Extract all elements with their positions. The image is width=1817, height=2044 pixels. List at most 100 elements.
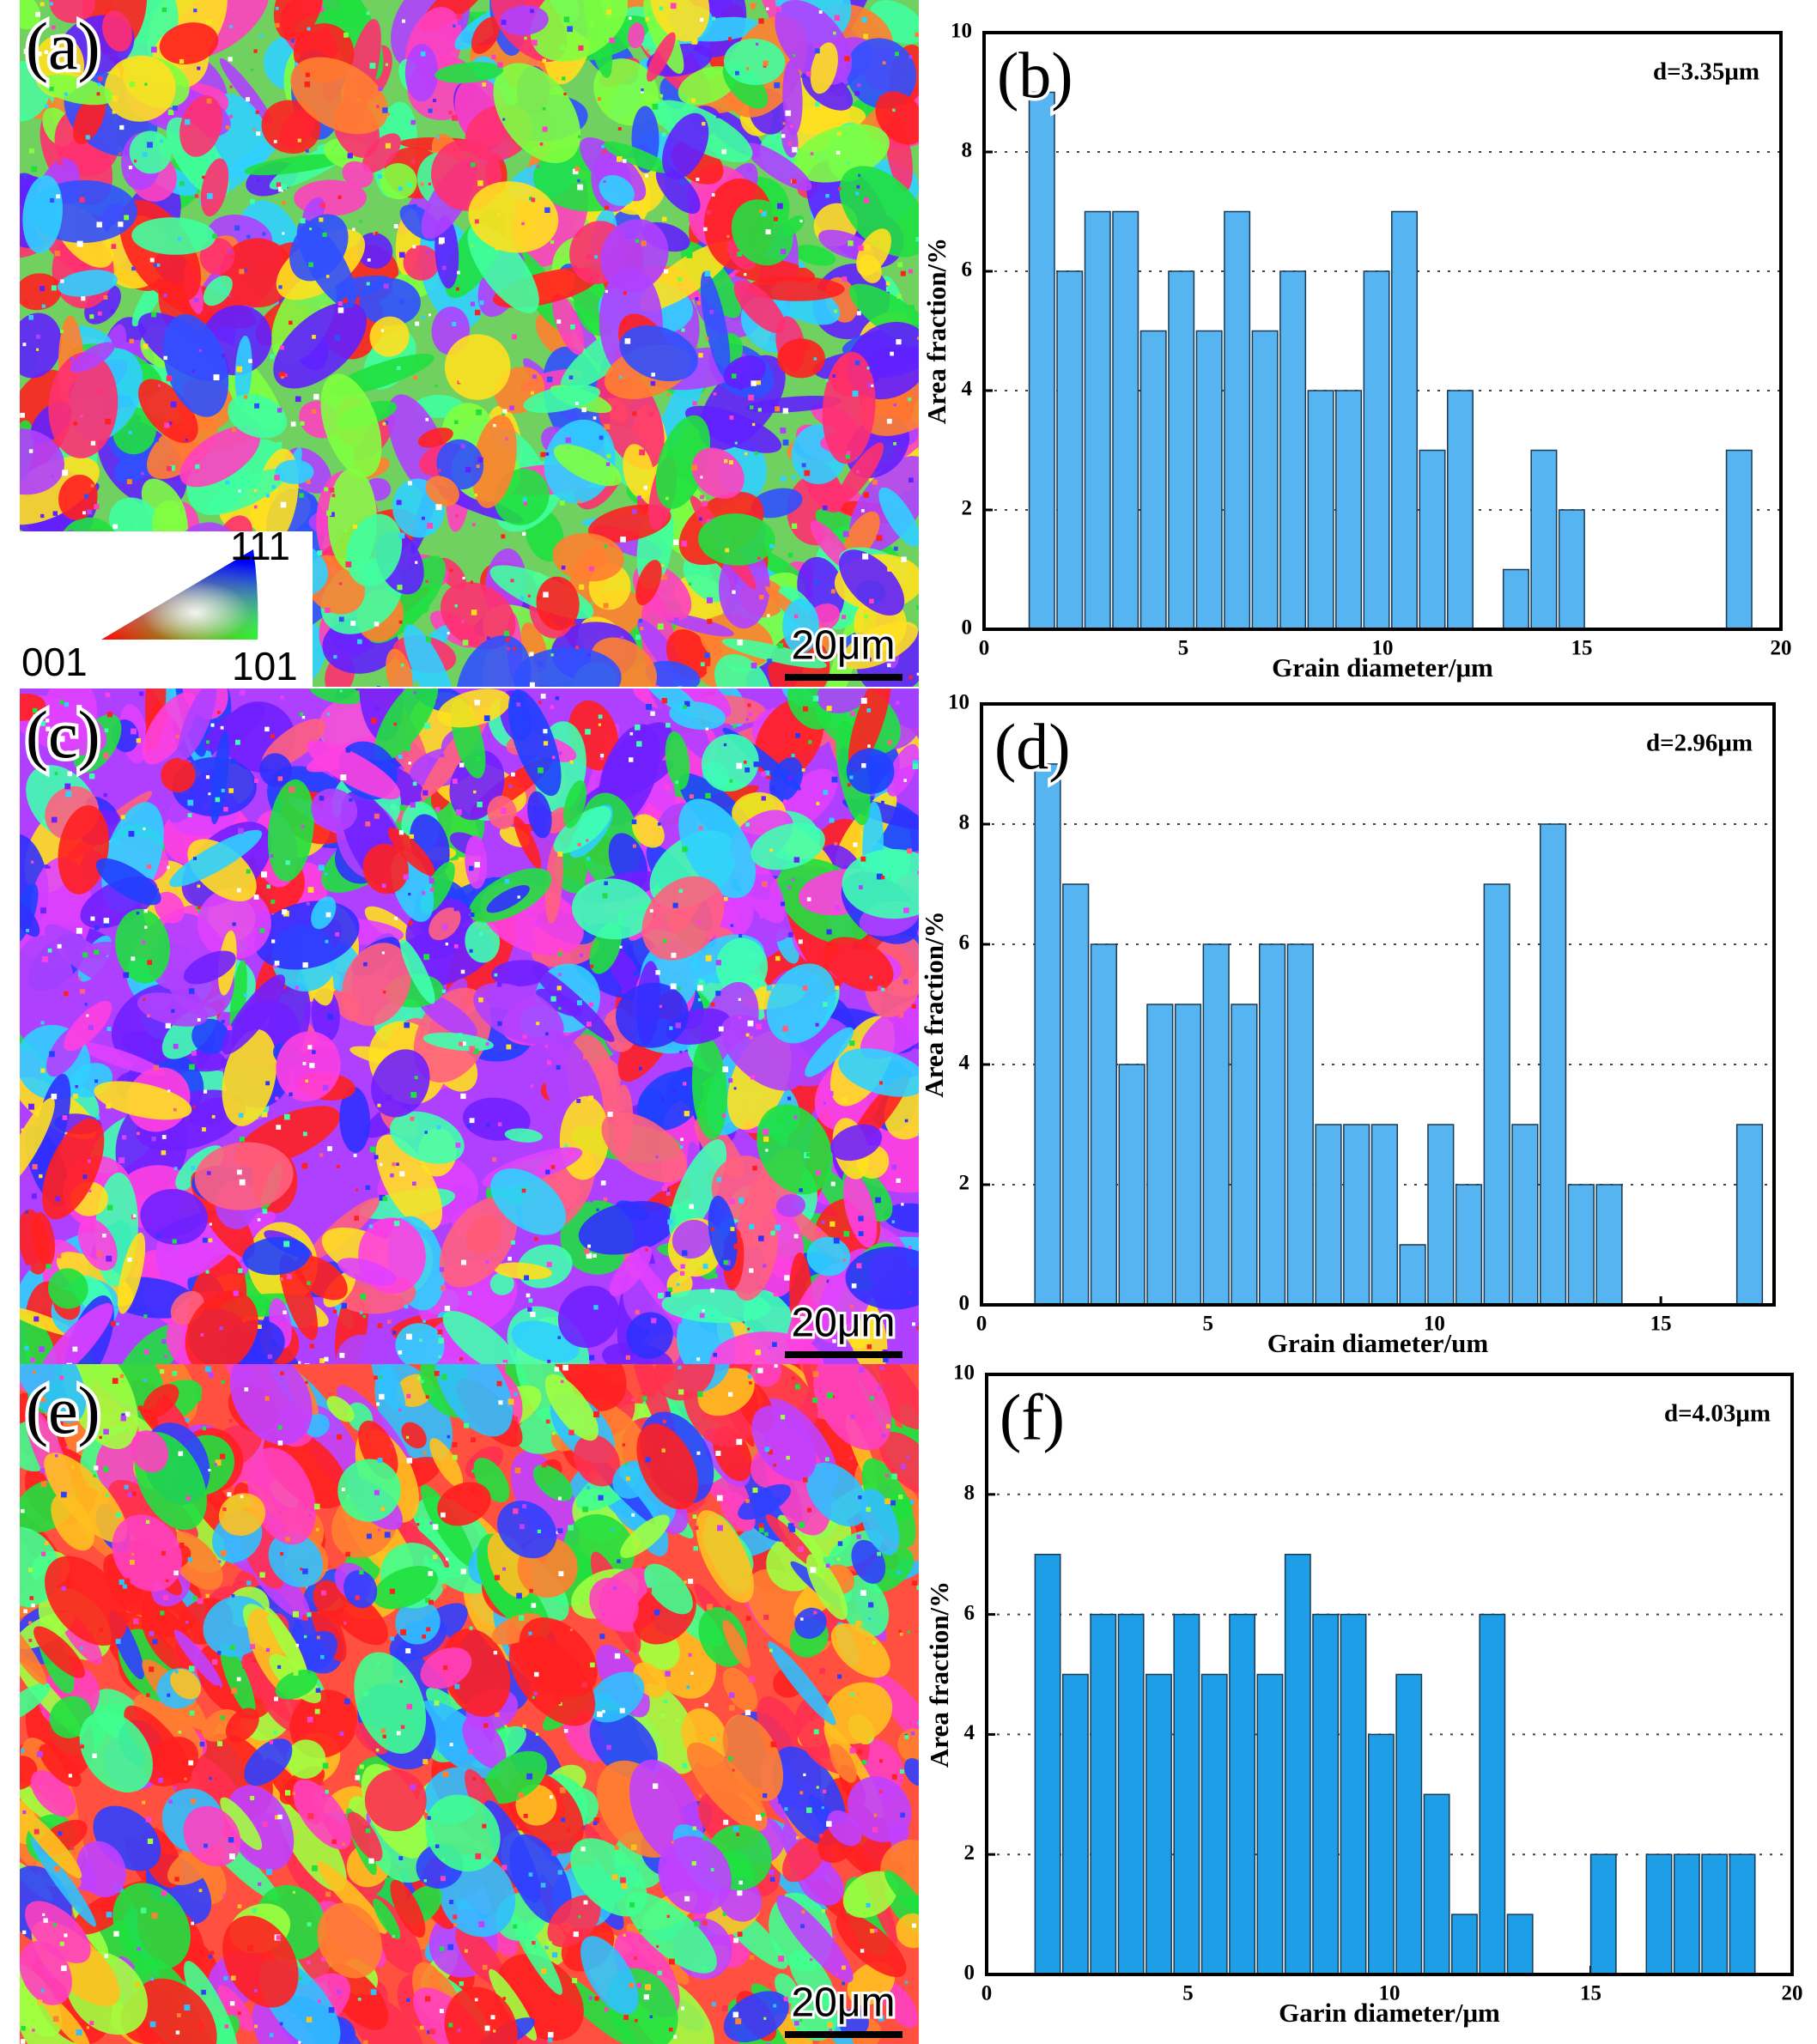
speckle [213, 374, 220, 381]
speckle [917, 870, 919, 875]
speckle [696, 301, 701, 306]
grain [873, 1672, 919, 1760]
speckle [396, 1731, 401, 1736]
speckle [787, 931, 793, 937]
speckle [851, 1283, 857, 1289]
speckle [877, 1551, 881, 1556]
annotation: d=2.96μm [1646, 730, 1753, 757]
bar [1286, 943, 1314, 1306]
speckle [165, 1764, 169, 1768]
speckle [757, 556, 761, 561]
speckle [879, 1081, 884, 1085]
speckle [242, 1663, 248, 1669]
speckle [918, 1132, 919, 1137]
speckle [875, 1197, 881, 1204]
speckle [698, 1794, 702, 1798]
speckle [747, 1374, 752, 1379]
speckle [856, 185, 860, 189]
speckle [90, 916, 95, 921]
grain [511, 1914, 562, 1995]
speckle [160, 139, 163, 143]
speckle [750, 1075, 756, 1080]
speckle [337, 195, 342, 199]
speckle [221, 1058, 227, 1065]
speckle [908, 1246, 912, 1249]
speckle [544, 1045, 549, 1048]
bar [1084, 210, 1111, 630]
grain [768, 1641, 836, 1726]
speckle [869, 598, 874, 604]
grain [744, 143, 812, 191]
speckle [36, 73, 42, 79]
speckle [261, 871, 267, 878]
speckle [87, 509, 92, 515]
speckle [306, 2017, 313, 2023]
speckle [237, 2011, 241, 2016]
speckle [732, 1917, 735, 1920]
speckle [240, 1495, 244, 1499]
grain [840, 1574, 890, 1637]
speckle [834, 309, 838, 313]
speckle [54, 1453, 58, 1458]
speckle [886, 418, 892, 424]
grain [75, 1041, 166, 1077]
speckle [863, 492, 869, 498]
speckle [198, 1889, 203, 1893]
grain [20, 273, 62, 311]
speckle [144, 925, 148, 929]
speckle [831, 776, 838, 783]
speckle [680, 1264, 685, 1269]
grain [386, 648, 413, 687]
speckle [665, 784, 671, 791]
bar [1395, 1673, 1423, 1975]
speckle [165, 1579, 169, 1583]
speckle [152, 1639, 158, 1645]
speckle [66, 45, 73, 52]
speckle [861, 509, 865, 513]
speckle [497, 1122, 502, 1127]
speckle [155, 888, 159, 891]
x-tick-label: 20 [1771, 637, 1792, 660]
speckle [374, 231, 379, 235]
speckle [239, 269, 245, 275]
bar [1595, 1184, 1623, 1306]
speckle [20, 412, 25, 418]
speckle [33, 1370, 36, 1374]
grain [222, 974, 286, 1055]
speckle [758, 1235, 764, 1241]
speckle [585, 729, 591, 735]
speckle [639, 449, 646, 456]
grain [486, 884, 530, 913]
speckle [413, 691, 416, 694]
speckle [337, 1434, 343, 1440]
speckle [378, 87, 383, 92]
speckle [121, 1413, 125, 1417]
speckle [187, 813, 192, 818]
grain [58, 805, 109, 895]
speckle [185, 1417, 190, 1422]
speckle [503, 630, 509, 636]
speckle [828, 1090, 834, 1096]
speckle [834, 911, 839, 916]
speckle [822, 1789, 827, 1794]
speckle [548, 2037, 553, 2043]
speckle [738, 934, 743, 938]
speckle [502, 1567, 506, 1571]
speckle [665, 722, 671, 728]
speckle [752, 1487, 758, 1493]
speckle [723, 896, 728, 901]
speckle [650, 711, 655, 716]
speckle [452, 1454, 458, 1460]
speckle [845, 454, 850, 459]
speckle [189, 1710, 195, 1716]
speckle [825, 1563, 830, 1568]
grain [884, 1870, 919, 1916]
bar [1312, 1613, 1340, 1975]
speckle [157, 384, 161, 387]
speckle [690, 1671, 694, 1675]
speckle [460, 1259, 466, 1265]
grain [387, 828, 435, 876]
speckle [164, 1355, 167, 1359]
grain [757, 1104, 833, 1195]
speckle [635, 239, 639, 243]
